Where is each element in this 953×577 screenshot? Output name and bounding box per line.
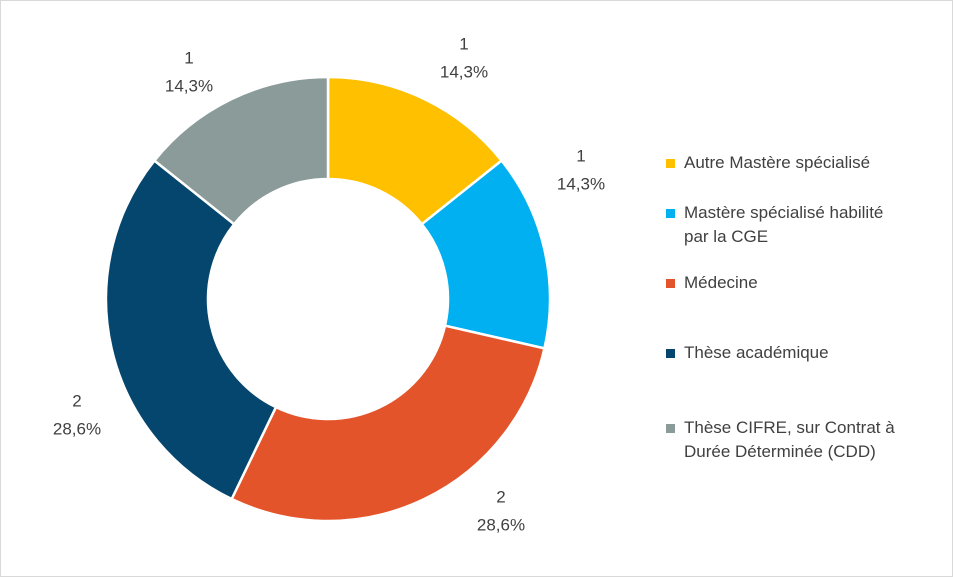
data-label-percent: 14,3%	[440, 62, 488, 81]
donut-segment	[420, 158, 552, 350]
legend-swatch	[666, 279, 675, 288]
legend-swatch	[666, 209, 675, 218]
data-label: 1	[576, 146, 585, 165]
data-label-percent: 14,3%	[165, 76, 213, 95]
legend-item: Thèse CIFRE, sur Contrat à Durée Détermi…	[666, 416, 906, 464]
legend-item: Thèse académique	[666, 341, 829, 365]
donut-segment	[230, 324, 546, 523]
legend-label: Thèse CIFRE, sur Contrat à Durée Détermi…	[684, 418, 895, 461]
legend-swatch	[666, 424, 675, 433]
legend-label: Autre Mastère spécialisé	[684, 153, 871, 172]
legend-item: Autre Mastère spécialisé	[666, 151, 870, 175]
data-label: 1	[184, 48, 193, 67]
donut-segment	[326, 75, 504, 226]
legend-label: Mastère spécialisé habilité par la CGE	[684, 203, 884, 246]
data-label: 2	[496, 487, 505, 506]
data-label-percent: 28,6%	[477, 515, 525, 534]
data-label-percent: 14,3%	[557, 174, 605, 193]
data-label-percent: 28,6%	[53, 419, 101, 438]
donut-segment	[104, 158, 278, 501]
legend-swatch	[666, 349, 675, 358]
legend-swatch	[666, 159, 675, 168]
legend-item: Mastère spécialisé habilité par la CGE	[666, 201, 906, 249]
data-label: 2	[72, 391, 81, 410]
donut-segment	[152, 75, 330, 226]
data-label: 1	[459, 34, 468, 53]
legend-label: Thèse académique	[684, 343, 829, 362]
legend-item: Médecine	[666, 271, 758, 295]
legend-label: Médecine	[684, 273, 758, 292]
